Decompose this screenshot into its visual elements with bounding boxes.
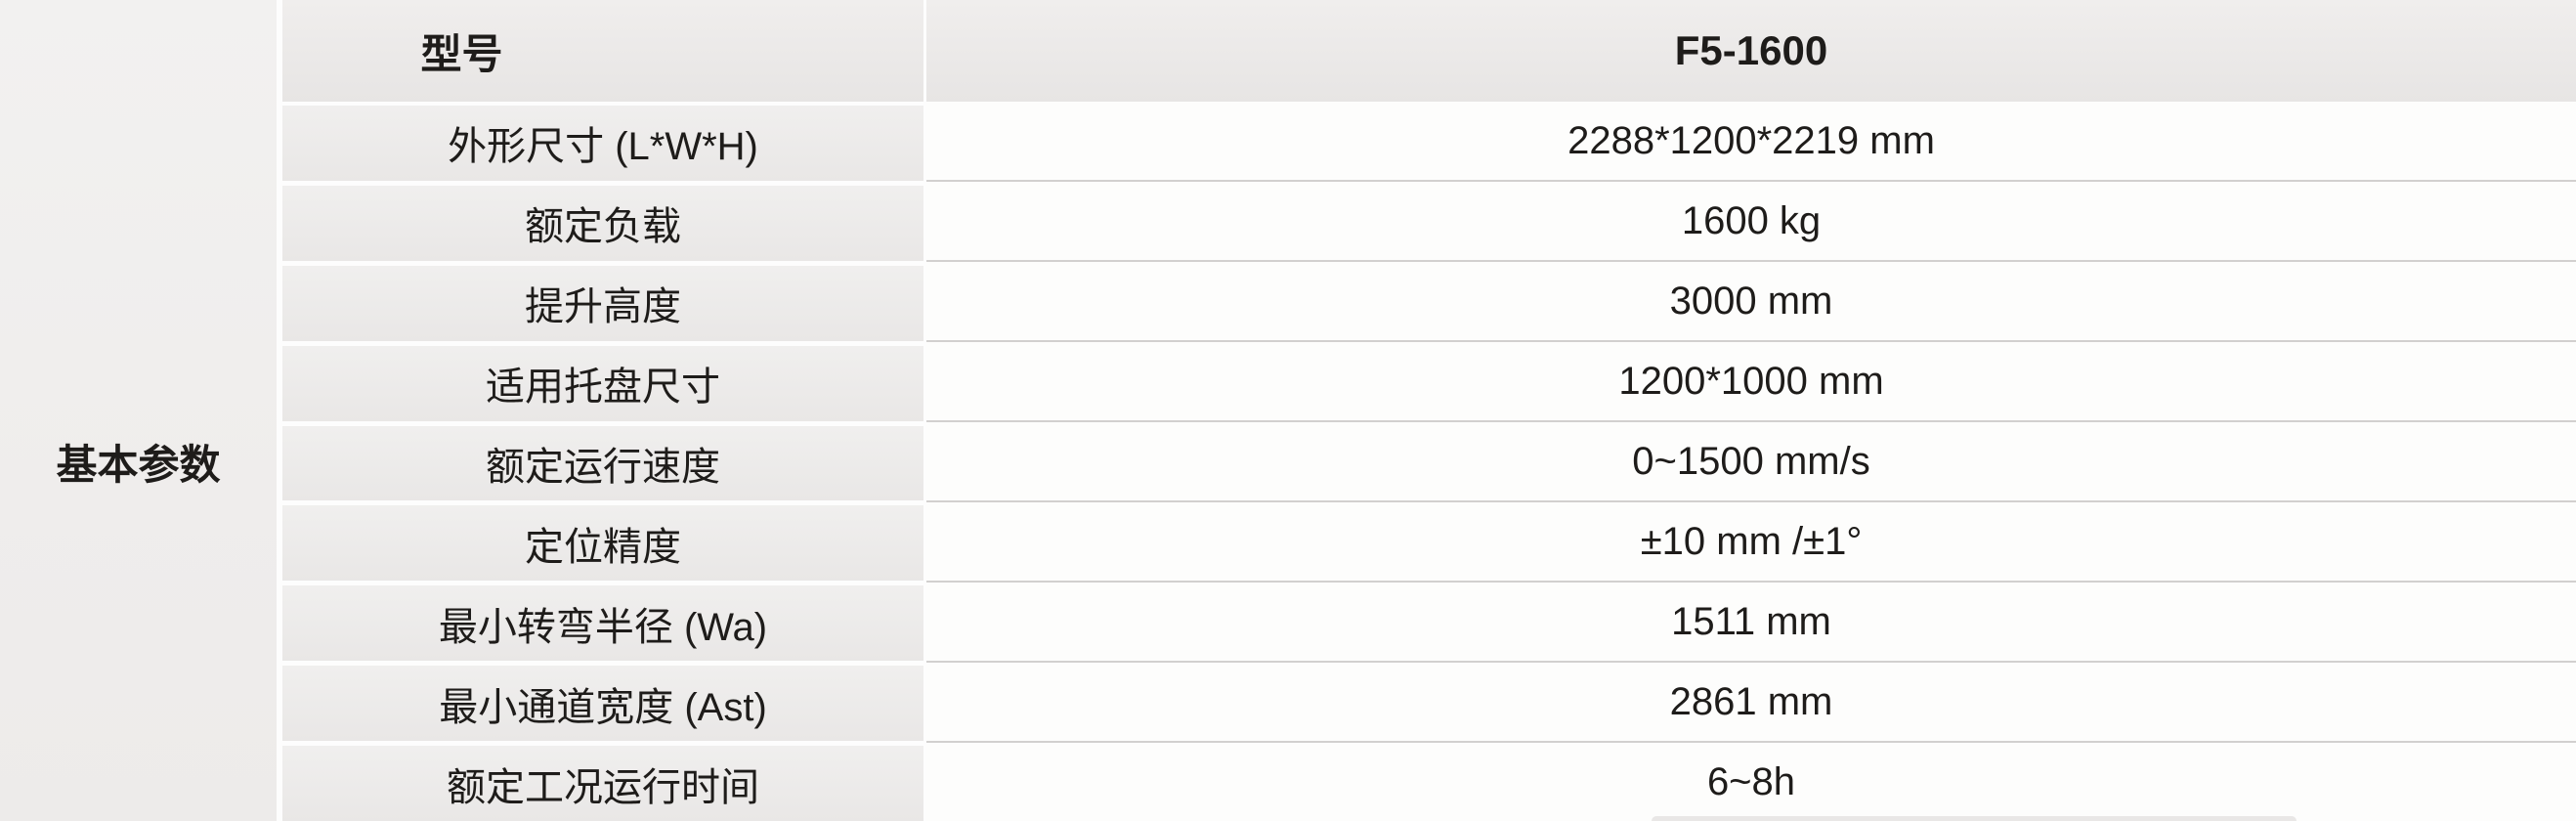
row-value-rated-speed: 0~1500 mm/s	[926, 420, 2576, 500]
row-label-min-aisle-width: 最小通道宽度 (Ast)	[282, 666, 923, 742]
row-value-min-turning-radius: 1511 mm	[926, 581, 2576, 661]
row-label-dimensions: 外形尺寸 (L*W*H)	[282, 106, 923, 181]
partial-next-element-sliver	[1652, 816, 2297, 821]
row-value-lift-height: 3000 mm	[926, 260, 2576, 340]
row-label-rated-speed: 额定运行速度	[282, 425, 923, 501]
row-label-rated-operating-time: 额定工况运行时间	[282, 746, 923, 821]
row-label-pallet-size: 适用托盘尺寸	[282, 345, 923, 421]
row-value-positioning-accuracy: ±10 mm /±1°	[926, 500, 2576, 581]
row-value-rated-load: 1600 kg	[926, 180, 2576, 260]
group-cell-basic-parameters: 基本参数	[0, 0, 277, 821]
header-model-value-cell: F5-1600	[926, 0, 2576, 102]
row-label-lift-height: 提升高度	[282, 265, 923, 341]
parameter-value-column: 2288*1200*2219 mm 1600 kg 3000 mm 1200*1…	[926, 102, 2576, 821]
model-number: F5-1600	[1674, 27, 1828, 73]
row-value-dimensions: 2288*1200*2219 mm	[926, 102, 2576, 180]
parameter-label-column: 外形尺寸 (L*W*H) 额定负载 提升高度 适用托盘尺寸 额定运行速度 定位精…	[282, 102, 923, 821]
header-model-cell-background	[282, 0, 923, 102]
row-value-rated-operating-time: 6~8h	[926, 741, 2576, 821]
row-value-min-aisle-width: 2861 mm	[926, 661, 2576, 741]
row-value-pallet-size: 1200*1000 mm	[926, 340, 2576, 420]
row-label-min-turning-radius: 最小转弯半径 (Wa)	[282, 585, 923, 662]
group-label: 基本参数	[56, 441, 221, 488]
row-label-rated-load: 额定负载	[282, 185, 923, 261]
row-label-positioning-accuracy: 定位精度	[282, 505, 923, 582]
